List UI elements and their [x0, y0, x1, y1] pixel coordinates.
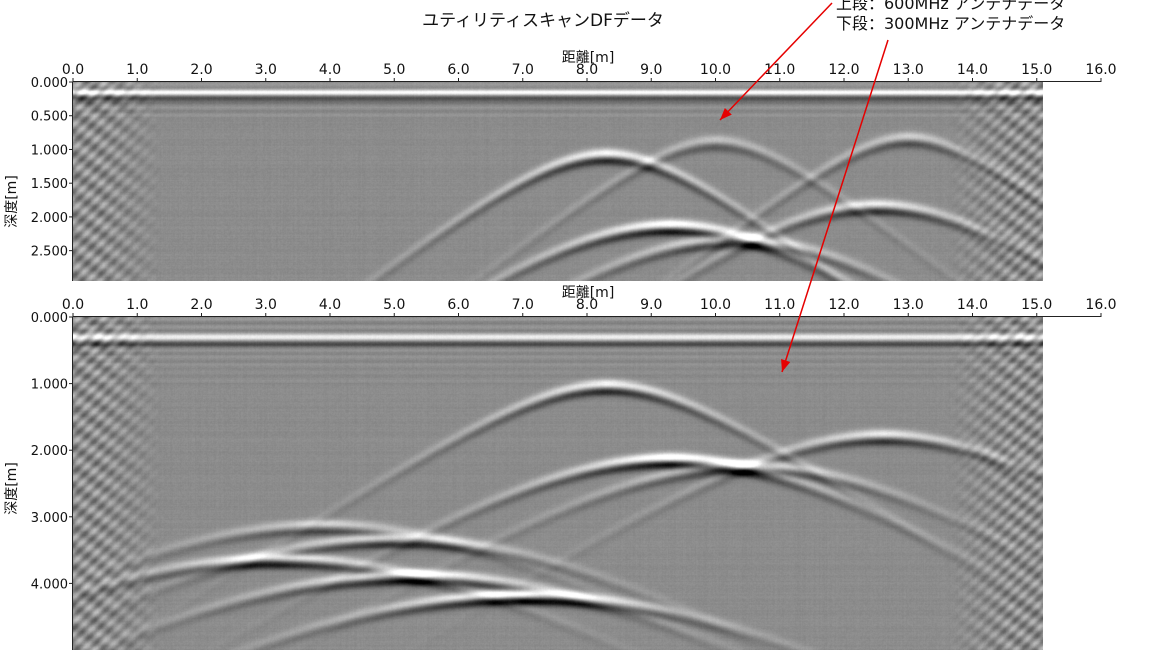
y-tick-label: 3.000 — [31, 511, 68, 526]
x-tick-label: 0.0 — [62, 62, 84, 78]
annotation-line-upper: 上段：600MHz アンテナデータ — [836, 0, 1065, 13]
x-tick-label: 12.0 — [828, 297, 859, 313]
x-tick-label: 8.0 — [576, 62, 598, 78]
figure-title: ユティリティスキャンDFデータ — [422, 10, 664, 31]
x-tick-label: 10.0 — [700, 297, 731, 313]
y-tick-label: 2.500 — [31, 245, 68, 260]
x-tick-label: 0.0 — [62, 297, 84, 313]
y-tick-label: 2.000 — [31, 444, 68, 459]
y-tick-label: 0.000 — [31, 76, 68, 91]
x-tick-label: 6.0 — [447, 297, 469, 313]
arrow-to-lower-panel-head — [781, 359, 791, 372]
x-tick-label: 3.0 — [255, 297, 277, 313]
x-tick-label: 9.0 — [640, 62, 662, 78]
x-tick-label: 7.0 — [512, 62, 534, 78]
x-tick-label: 15.0 — [1021, 297, 1052, 313]
y-tick-label: 1.000 — [31, 143, 68, 158]
x-tick-label: 5.0 — [383, 62, 405, 78]
x-tick-label: 14.0 — [957, 297, 988, 313]
x-tick-label: 10.0 — [700, 62, 731, 78]
arrow-to-upper-panel-shaft — [719, 2, 833, 121]
radargram-image — [73, 317, 1043, 650]
arrow-to-lower-panel-shaft — [781, 39, 889, 373]
arrow-to-upper-panel-head — [720, 107, 732, 120]
radargram-panel-upper: 0.0 1.0 2.0 3.0 4.0 5.0 6.0 7.0 8.0 9.0 10.0 11.0 12… — [4, 49, 1117, 281]
x-tick-label: 9.0 — [640, 297, 662, 313]
y-tick-label: 2.000 — [31, 211, 68, 226]
x-tick-label: 2.0 — [190, 62, 212, 78]
x-tick-label: 5.0 — [383, 297, 405, 313]
x-tick-label: 15.0 — [1021, 62, 1052, 78]
y-axis-label: 深度[m] — [4, 462, 20, 515]
radargram-image — [73, 82, 1043, 281]
x-tick-label: 14.0 — [957, 62, 988, 78]
y-tick-label: 1.000 — [31, 378, 68, 393]
annotation-line-lower: 下段：300MHz アンテナデータ — [836, 14, 1065, 33]
x-axis-label: 距離[m] — [562, 49, 615, 66]
radargram-panel-lower: 0.0 1.0 2.0 3.0 4.0 5.0 6.0 7.0 8.0 9.0 10.0 11.0 12… — [4, 284, 1117, 650]
x-tick-label: 6.0 — [447, 62, 469, 78]
x-tick-label: 4.0 — [319, 297, 341, 313]
arrow-to-upper-panel — [719, 2, 833, 121]
x-tick-label: 12.0 — [828, 62, 859, 78]
x-tick-label: 2.0 — [190, 297, 212, 313]
x-tick-label: 4.0 — [319, 62, 341, 78]
y-tick-label: 0.500 — [31, 110, 68, 125]
x-tick-label: 13.0 — [893, 62, 924, 78]
y-axis-label: 深度[m] — [4, 175, 20, 228]
x-tick-label: 16.0 — [1085, 297, 1116, 313]
x-tick-label: 1.0 — [126, 297, 148, 313]
y-tick-label: 4.000 — [31, 577, 68, 592]
y-tick-label: 0.000 — [31, 311, 68, 326]
x-tick-label: 8.0 — [576, 297, 598, 313]
x-tick-label: 16.0 — [1085, 62, 1116, 78]
x-tick-label: 11.0 — [764, 297, 795, 313]
arrow-to-lower-panel — [781, 39, 889, 373]
x-tick-label: 3.0 — [255, 62, 277, 78]
y-tick-label: 1.500 — [31, 177, 68, 192]
x-tick-label: 1.0 — [126, 62, 148, 78]
x-axis-label: 距離[m] — [562, 284, 615, 301]
x-tick-label: 13.0 — [893, 297, 924, 313]
x-tick-label: 7.0 — [512, 297, 534, 313]
